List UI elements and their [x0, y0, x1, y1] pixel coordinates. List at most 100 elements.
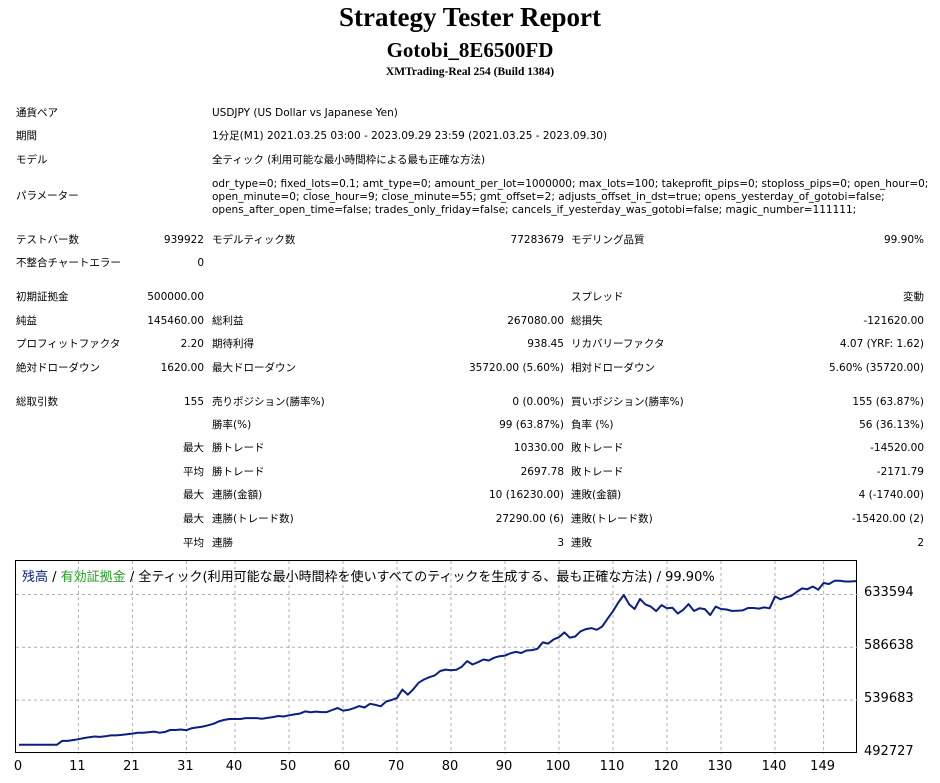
- net-label: 純益: [16, 315, 37, 327]
- avg-cons-losses-value: 2: [917, 537, 924, 549]
- max-cons-loss-value: -15420.00 (2): [851, 513, 924, 525]
- max-dd-label: 最大ドローダウン: [212, 362, 296, 374]
- largest-loss-label: 敗トレード: [571, 442, 624, 454]
- short-label: 売りポジション(勝率%): [212, 396, 325, 408]
- params-line-3: opens_after_open_time=false; trades_only…: [212, 204, 857, 216]
- ticks-value: 77283679: [510, 234, 564, 246]
- gross-profit-label: 総利益: [212, 315, 244, 327]
- x-tick-label: 149: [810, 759, 836, 774]
- x-tick-label: 21: [123, 759, 140, 774]
- x-tick-label: 0: [13, 759, 23, 774]
- avg-win-label: 勝トレード: [212, 466, 265, 478]
- max-cons-wins-label: 連勝(金額): [212, 489, 263, 501]
- balance-chart: [15, 560, 858, 754]
- y-tick-label: 492727: [864, 744, 914, 759]
- abs-dd-value: 1620.00: [160, 362, 204, 374]
- chart-plot: [16, 561, 858, 754]
- avg-cons-wins-label: 連勝: [212, 537, 233, 549]
- period-value: 1分足(M1) 2021.03.25 03:00 - 2023.09.29 23…: [212, 130, 608, 142]
- bars-value: 939922: [163, 234, 204, 246]
- x-tick-label: 120: [653, 759, 679, 774]
- max-dd-value: 35720.00 (5.60%): [469, 362, 564, 374]
- report-title: Strategy Tester Report: [339, 2, 601, 32]
- spread-label: スプレッド: [571, 291, 624, 303]
- win-label: 勝率(%): [212, 419, 252, 431]
- y-tick-label: 633594: [864, 585, 914, 601]
- average-tag: 平均: [183, 466, 204, 478]
- quality-label: モデリング品質: [571, 234, 645, 246]
- period-label: 期間: [16, 130, 37, 142]
- rel-dd-value: 5.60% (35720.00): [829, 362, 924, 374]
- params-line-1: odr_type=0; fixed_lots=0.1; amt_type=0; …: [212, 178, 929, 190]
- gross-loss-value: -121620.00: [863, 315, 924, 327]
- x-tick-label: 110: [599, 759, 625, 774]
- net-value: 145460.00: [147, 315, 204, 327]
- deposit-label: 初期証拠金: [16, 291, 69, 303]
- mismatch-value: 0: [197, 257, 204, 269]
- model-label: モデル: [16, 154, 48, 166]
- gross-loss-label: 総損失: [571, 315, 603, 327]
- avg-cons-wins-value: 3: [557, 537, 564, 549]
- chart-legend: 残高 / 有効証拠金 / 全ティック(利用可能な最小時間枠を使いすべてのティック…: [22, 566, 715, 585]
- avg-cons-losses-label: 連敗: [571, 537, 592, 549]
- max-cons-wins-value: 10 (16230.00): [489, 489, 564, 501]
- params-label: パラメーター: [16, 190, 79, 202]
- model-value: 全ティック (利用可能な最小時間枠による最も正確な方法): [212, 154, 486, 166]
- pf-label: プロフィットファクタ: [16, 338, 121, 350]
- legend-equity: 有効証拠金: [60, 570, 126, 585]
- loss-label: 負率 (%): [571, 419, 614, 431]
- bars-label: テストバー数: [16, 234, 79, 246]
- legend-balance: 残高: [22, 570, 49, 585]
- mismatch-label: 不整合チャートエラー: [16, 257, 121, 269]
- x-tick-label: 60: [333, 759, 351, 774]
- gross-profit-value: 267080.00: [507, 315, 564, 327]
- avg-win-value: 2697.78: [520, 466, 564, 478]
- max-cons-profit-label: 連勝(トレード数): [212, 513, 294, 525]
- x-tick-label: 140: [761, 759, 787, 774]
- largest-tag: 最大: [183, 442, 204, 454]
- max-cons-profit-value: 27290.00 (6): [495, 513, 564, 525]
- x-tick-label: 31: [177, 759, 194, 774]
- max-cons-tag: 最大: [183, 489, 204, 501]
- abs-dd-label: 絶対ドローダウン: [16, 362, 100, 374]
- largest-win-value: 10330.00: [513, 442, 564, 454]
- x-tick-label: 100: [545, 759, 571, 774]
- payoff-label: 期待利得: [212, 338, 254, 350]
- largest-loss-value: -14520.00: [870, 442, 924, 454]
- max-cons2-tag: 最大: [183, 513, 204, 525]
- payoff-value: 938.45: [527, 338, 564, 350]
- y-tick-label: 586638: [864, 638, 914, 654]
- x-tick-label: 40: [225, 759, 243, 774]
- x-tick-label: 80: [441, 759, 459, 774]
- server-info: XMTrading-Real 254 (Build 1384): [385, 66, 555, 78]
- x-tick-label: 70: [387, 759, 405, 774]
- max-cons-loss-label: 連敗(トレード数): [571, 513, 653, 525]
- long-label: 買いポジション(勝率%): [571, 396, 684, 408]
- max-cons-losses-label: 連敗(金額): [571, 489, 622, 501]
- y-tick-label: 539683: [864, 691, 914, 707]
- win-value: 99 (63.87%): [499, 419, 564, 431]
- x-tick-label: 130: [707, 759, 733, 774]
- spread-value: 変動: [903, 291, 924, 303]
- max-cons-losses-value: 4 (-1740.00): [858, 489, 924, 501]
- deposit-value: 500000.00: [147, 291, 204, 303]
- x-tick-label: 90: [495, 759, 513, 774]
- recovery-value: 4.07 (YRF: 1.62): [839, 338, 924, 350]
- long-value: 155 (63.87%): [852, 396, 924, 408]
- symbol-label: 通貨ペア: [16, 107, 58, 119]
- trades-label: 総取引数: [16, 396, 58, 408]
- rel-dd-label: 相対ドローダウン: [571, 362, 655, 374]
- avg-loss-value: -2171.79: [876, 466, 924, 478]
- x-tick-label: 50: [279, 759, 297, 774]
- symbol-value: USDJPY (US Dollar vs Japanese Yen): [212, 107, 398, 119]
- quality-value: 99.90%: [883, 234, 924, 246]
- short-value: 0 (0.00%): [512, 396, 564, 408]
- recovery-label: リカバリーファクタ: [571, 338, 665, 350]
- balance-series-line: [19, 579, 857, 746]
- largest-win-label: 勝トレード: [212, 442, 265, 454]
- params-line-2: open_minute=0; close_hour=9; close_minut…: [212, 191, 885, 203]
- avg-loss-label: 敗トレード: [571, 466, 624, 478]
- pf-value: 2.20: [180, 338, 204, 350]
- trades-value: 155: [183, 396, 204, 408]
- legend-sep: /: [48, 570, 61, 585]
